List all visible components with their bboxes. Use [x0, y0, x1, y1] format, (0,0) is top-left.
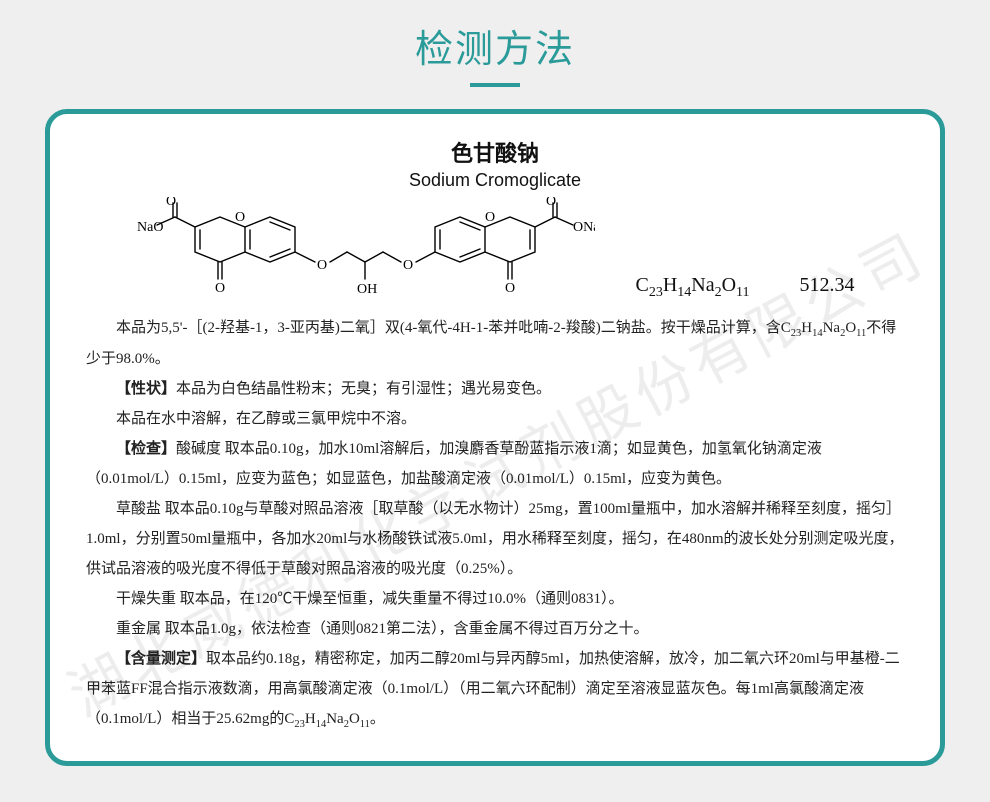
chemical-structure-icon: NaO O O O O OH O O O O ONa — [135, 197, 595, 307]
paragraph: 【含量测定】取本品约0.18g，精密称定，加丙二醇20ml与异丙醇5ml，加热使… — [86, 644, 904, 735]
svg-text:OH: OH — [357, 282, 377, 297]
document-body: 本品为5,5'-［(2-羟基-1，3-亚丙基)二氧］双(4-氧代-4H-1-苯并… — [86, 313, 904, 735]
paragraph: 【检查】酸碱度 取本品0.10g，加水10ml溶解后，加溴麝香草酚蓝指示液1滴；… — [86, 434, 904, 494]
compound-name-en: Sodium Cromoglicate — [86, 170, 904, 191]
formula-block: C23H14Na2O11 512.34 — [635, 274, 854, 307]
svg-text:O: O — [485, 210, 495, 225]
page-title: 检测方法 — [0, 0, 990, 73]
title-underline — [470, 83, 520, 87]
paragraph: 干燥失重 取本品，在120℃干燥至恒重，减失重量不得过10.0%（通则0831）… — [86, 584, 904, 614]
svg-text:NaO: NaO — [137, 220, 163, 235]
svg-text:O: O — [403, 258, 413, 273]
paragraph: 草酸盐 取本品0.10g与草酸对照品溶液［取草酸（以无水物计）25mg，置100… — [86, 494, 904, 584]
structure-row: NaO O O O O OH O O O O ONa C23H14Na2O11 … — [86, 197, 904, 307]
svg-text:O: O — [166, 197, 176, 209]
svg-text:O: O — [215, 281, 225, 296]
svg-text:O: O — [235, 210, 245, 225]
paragraph: 本品为5,5'-［(2-羟基-1，3-亚丙基)二氧］双(4-氧代-4H-1-苯并… — [86, 313, 904, 374]
svg-text:ONa: ONa — [573, 220, 595, 235]
svg-text:O: O — [317, 258, 327, 273]
content-card: 湖北威德利化学试剂股份有限公司 色甘酸钠 Sodium Cromoglicate — [45, 109, 945, 766]
paragraph: 本品在水中溶解，在乙醇或三氯甲烷中不溶。 — [86, 404, 904, 434]
svg-text:O: O — [505, 281, 515, 296]
molecular-weight: 512.34 — [800, 274, 855, 297]
paragraph: 重金属 取本品1.0g，依法检查（通则0821第二法），含重金属不得过百万分之十… — [86, 614, 904, 644]
compound-name-cn: 色甘酸钠 — [86, 136, 904, 168]
paragraph: 【性状】本品为白色结晶性粉末；无臭；有引湿性；遇光易变色。 — [86, 374, 904, 404]
svg-text:O: O — [546, 197, 556, 209]
molecular-formula: C23H14Na2O11 — [635, 274, 749, 301]
